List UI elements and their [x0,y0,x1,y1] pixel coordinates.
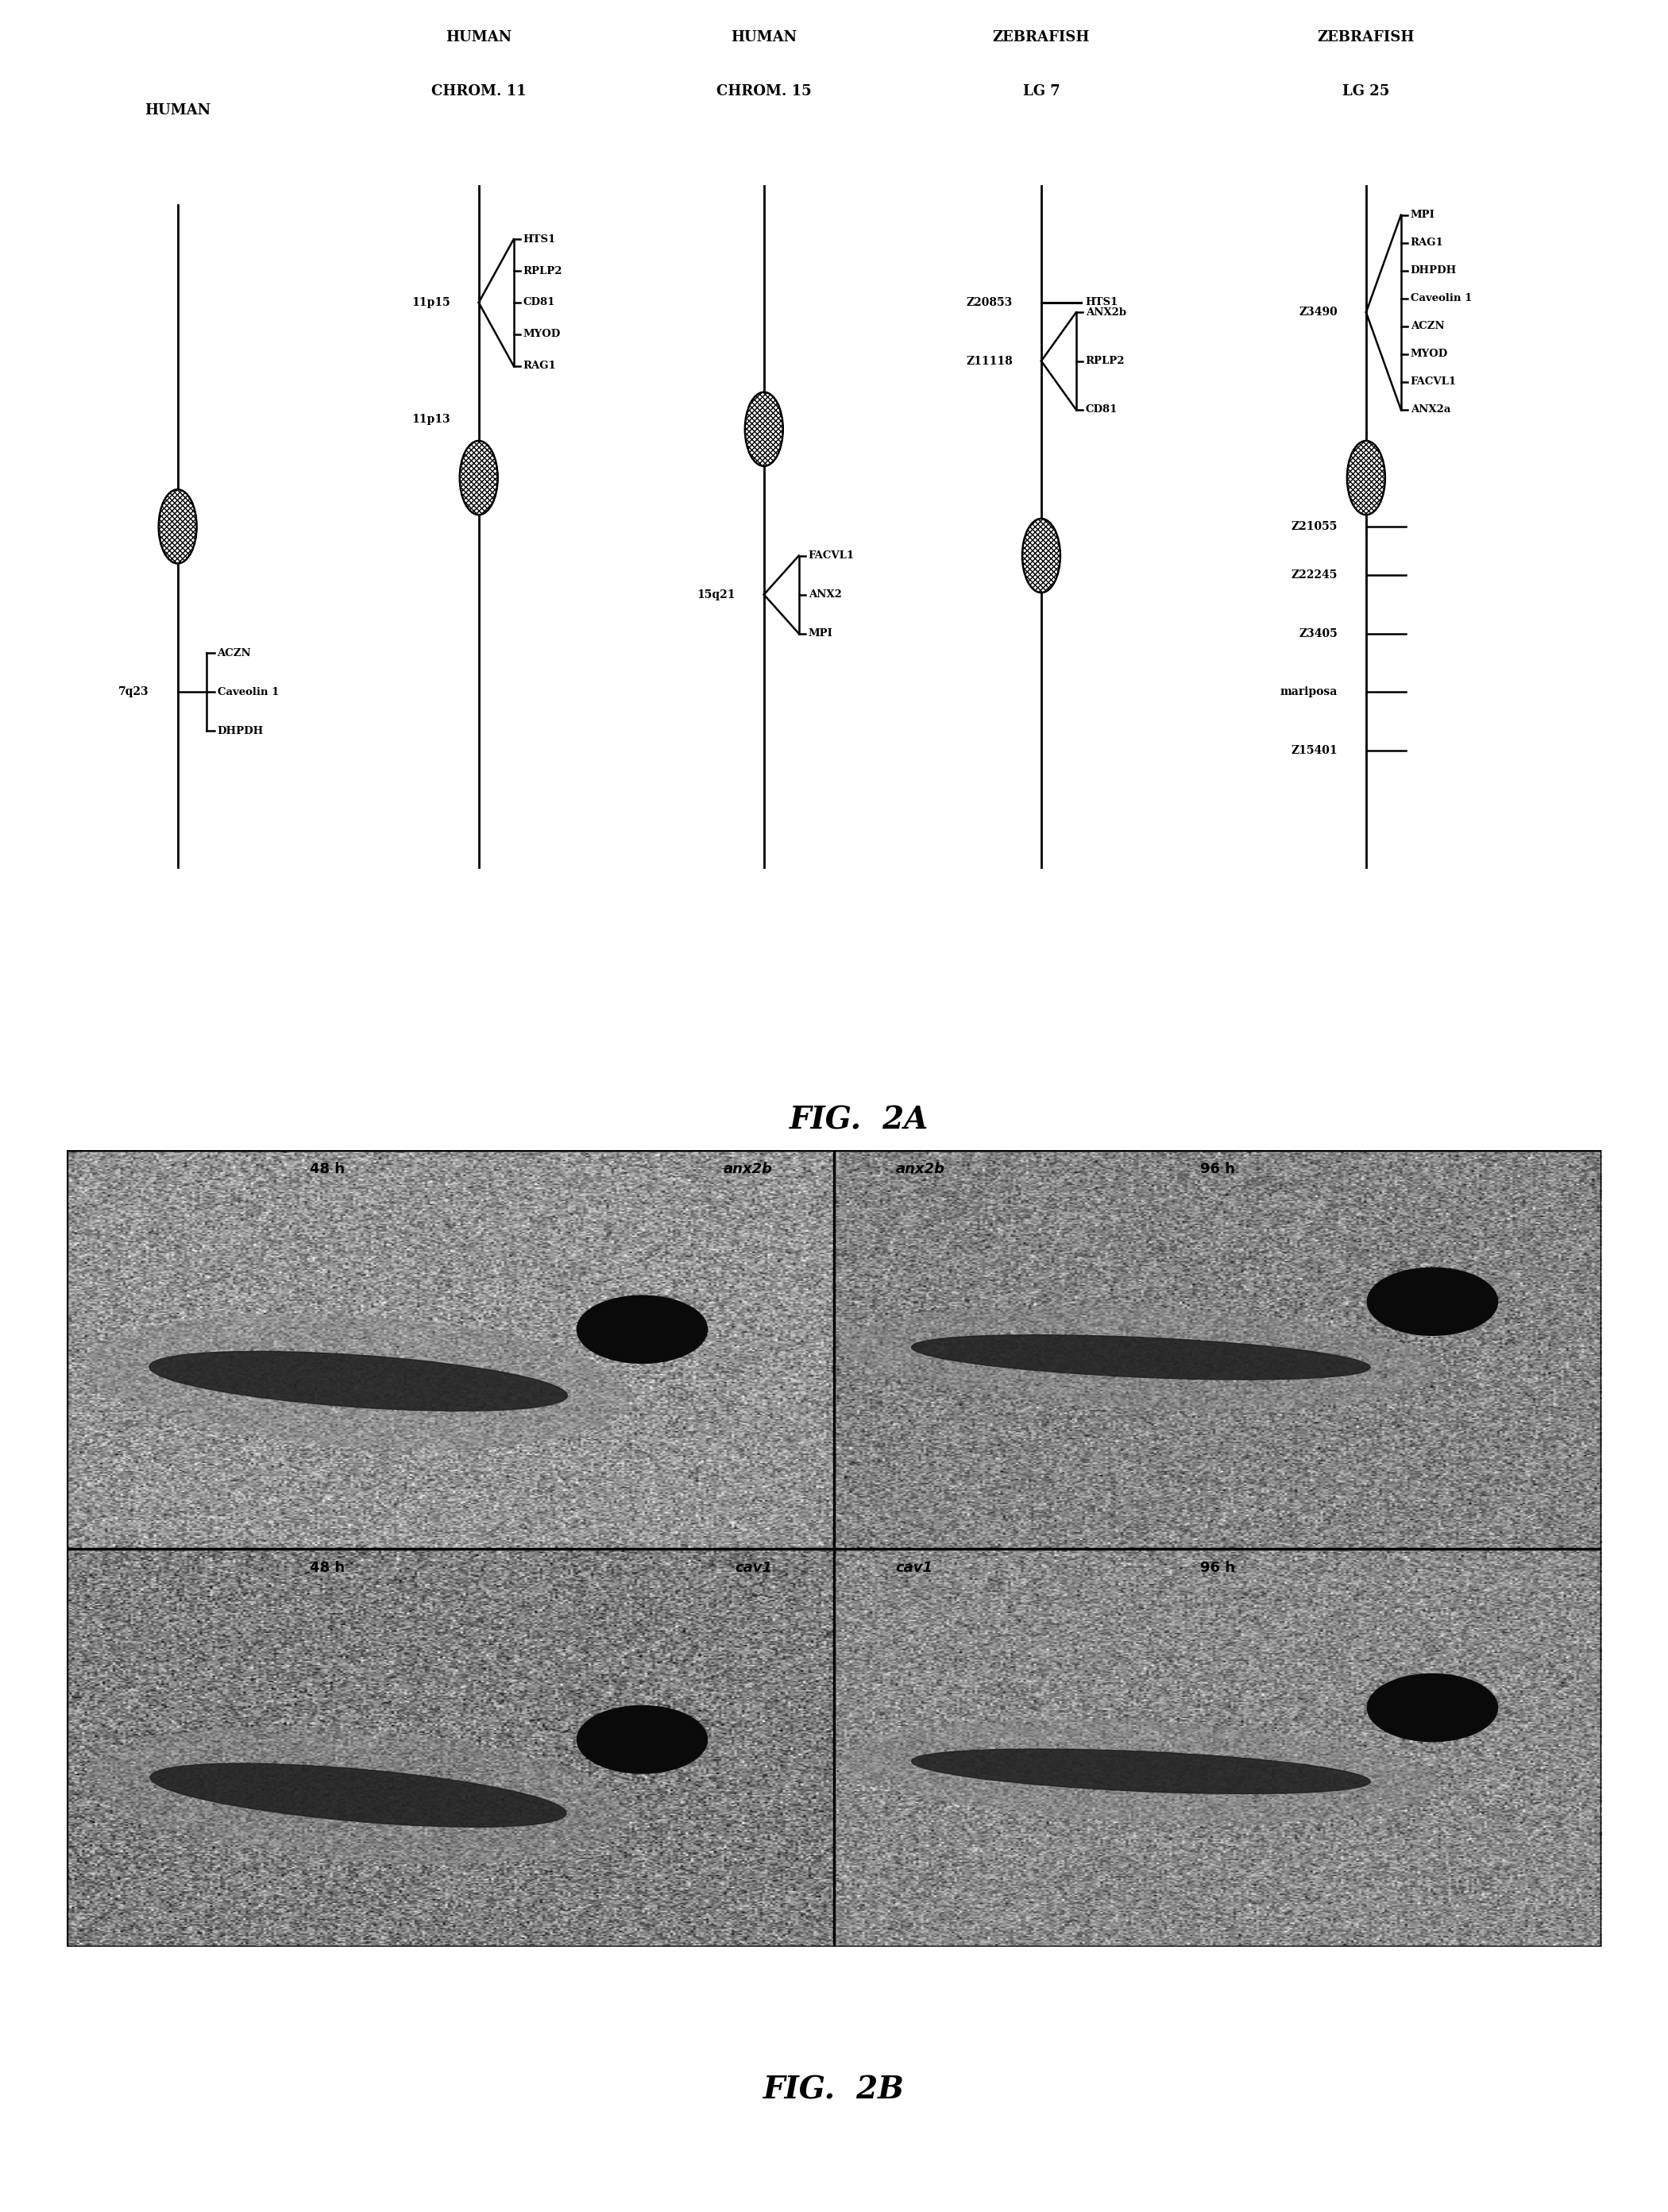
Text: Z22245: Z22245 [1291,568,1338,582]
Text: ANX2b: ANX2b [1086,307,1126,319]
Text: FIG.  2A: FIG. 2A [789,1106,929,1135]
Text: RAG1: RAG1 [524,361,555,372]
Text: FIG.  2B: FIG. 2B [764,2075,904,2106]
Text: LG 25: LG 25 [1343,84,1389,97]
Text: MYOD: MYOD [1411,349,1448,358]
Text: 7q23: 7q23 [118,686,148,697]
Text: Z15401: Z15401 [1291,745,1338,757]
Text: CD81: CD81 [1086,405,1118,416]
Text: ZEBRAFISH: ZEBRAFISH [992,31,1089,44]
Text: Z20853: Z20853 [966,296,1012,307]
Ellipse shape [150,1763,565,1827]
Text: ACZN: ACZN [1411,321,1444,332]
Text: FACVL1: FACVL1 [1411,376,1456,387]
Text: CHROM. 15: CHROM. 15 [716,84,812,97]
Ellipse shape [1348,440,1384,515]
Text: RPLP2: RPLP2 [524,265,562,276]
Text: HUMAN: HUMAN [145,104,210,117]
Text: 15q21: 15q21 [697,588,736,599]
Text: cav1: cav1 [896,1559,932,1575]
Text: CD81: CD81 [524,296,555,307]
Text: 11p15: 11p15 [412,296,450,307]
Text: 96 h: 96 h [1201,1161,1234,1177]
Ellipse shape [87,1314,631,1449]
Text: HUMAN: HUMAN [445,31,512,44]
Ellipse shape [1368,1674,1498,1741]
Ellipse shape [460,440,497,515]
Text: anx2b: anx2b [896,1161,944,1177]
Ellipse shape [87,1728,629,1863]
Text: RAG1: RAG1 [1411,237,1443,248]
Text: cav1: cav1 [736,1559,772,1575]
Ellipse shape [912,1334,1369,1380]
Text: LG 7: LG 7 [1022,84,1059,97]
Text: Z3490: Z3490 [1299,307,1338,319]
Text: CHROM. 11: CHROM. 11 [432,84,525,97]
Ellipse shape [1368,1267,1498,1336]
Text: FACVL1: FACVL1 [809,551,854,562]
Text: 48 h: 48 h [310,1559,345,1575]
Ellipse shape [577,1296,707,1363]
Text: 48 h: 48 h [310,1161,345,1177]
Ellipse shape [1022,518,1061,593]
Ellipse shape [842,1721,1439,1823]
Ellipse shape [842,1305,1439,1409]
Text: DHPDH: DHPDH [217,726,264,737]
Text: ACZN: ACZN [217,648,252,659]
Text: ANX2a: ANX2a [1411,405,1451,416]
Text: Z21055: Z21055 [1291,520,1338,533]
Text: Z11118: Z11118 [966,356,1012,367]
Text: MPI: MPI [1411,210,1434,221]
Ellipse shape [148,1352,567,1411]
Ellipse shape [746,392,782,467]
Text: MYOD: MYOD [524,330,560,338]
Text: MPI: MPI [809,628,832,639]
Text: Caveolin 1: Caveolin 1 [1411,294,1471,303]
Text: HTS1: HTS1 [524,234,555,246]
Text: DHPDH: DHPDH [1411,265,1456,276]
Text: HTS1: HTS1 [1086,296,1118,307]
Text: RPLP2: RPLP2 [1086,356,1124,367]
Text: Z3405: Z3405 [1299,628,1338,639]
Ellipse shape [912,1750,1369,1794]
Text: 96 h: 96 h [1201,1559,1234,1575]
Text: 11p13: 11p13 [412,414,450,425]
Text: ANX2: ANX2 [809,588,842,599]
Text: ZEBRAFISH: ZEBRAFISH [1318,31,1414,44]
Text: HUMAN: HUMAN [731,31,797,44]
Text: anx2b: anx2b [724,1161,772,1177]
Ellipse shape [158,489,197,564]
Text: Caveolin 1: Caveolin 1 [217,686,279,697]
Ellipse shape [577,1705,707,1774]
Text: mariposa: mariposa [1279,686,1338,697]
